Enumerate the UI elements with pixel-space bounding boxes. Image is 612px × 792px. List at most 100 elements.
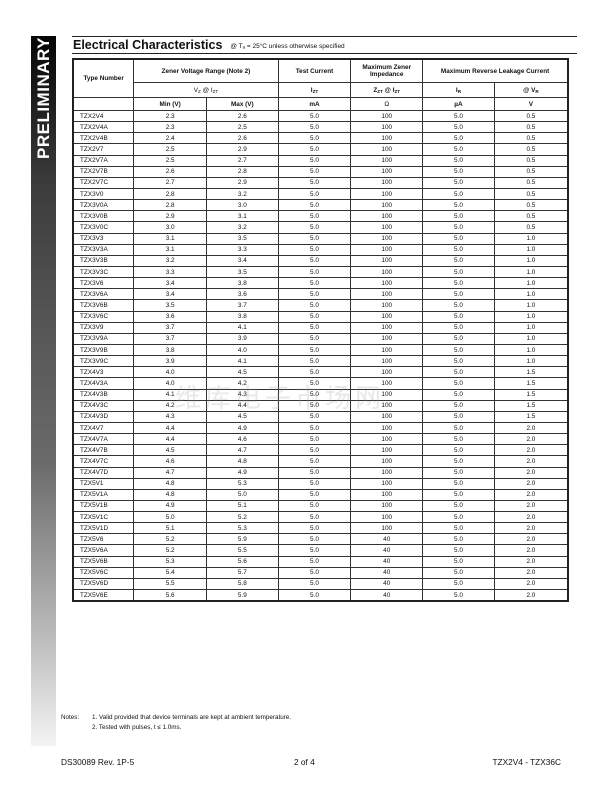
cell-leakage-current: 5.0 <box>422 444 495 457</box>
cell-reverse-voltage: 0.5 <box>493 165 569 178</box>
cell-test-current: 5.0 <box>277 577 352 591</box>
cell-vz-min: 3.7 <box>133 332 207 345</box>
cell-test-current: 5.0 <box>277 121 352 134</box>
cell-test-current: 5.0 <box>277 421 352 435</box>
cell-leakage-current: 5.0 <box>422 377 495 390</box>
cell-vz-min: 4.4 <box>133 433 207 446</box>
cell-vz-max: 2.9 <box>205 176 279 189</box>
cell-zener-impedance: 100 <box>350 499 424 513</box>
cell-vz-max: 3.8 <box>205 277 279 290</box>
cell-zener-impedance: 100 <box>350 321 424 334</box>
cell-vz-max: 5.7 <box>205 566 279 579</box>
cell-leakage-current: 5.0 <box>422 388 495 401</box>
cell-reverse-voltage: 2.0 <box>493 577 569 591</box>
cell-reverse-voltage: 2.0 <box>493 533 569 546</box>
header-zener-range: Zener Voltage Range (Note 2) <box>133 58 279 83</box>
cell-test-current: 5.0 <box>277 321 352 334</box>
cell-type-number: TZX2V7B <box>72 165 135 178</box>
table-row: TZX5V1A 4.8 5.0 5.0 100 5.0 2.0 <box>72 488 569 501</box>
cell-vz-min: 4.7 <box>133 466 207 479</box>
cell-reverse-voltage: 1.0 <box>493 232 569 245</box>
cell-test-current: 5.0 <box>277 143 352 156</box>
header-izt: IZT <box>277 82 352 98</box>
cell-vz-min: 3.5 <box>133 299 207 312</box>
cell-type-number: TZX2V4B <box>72 132 135 145</box>
header-max-impedance: Maximum Zener Impedance <box>350 58 424 83</box>
cell-zener-impedance: 40 <box>350 544 424 557</box>
table-row: TZX4V3 4.0 4.5 5.0 100 5.0 1.5 <box>72 366 569 379</box>
note-2: 2. Tested with pulses, t ≤ 1.0ms. <box>92 724 182 731</box>
cell-leakage-current: 5.0 <box>422 522 495 535</box>
cell-vz-min: 3.8 <box>133 343 207 357</box>
cell-test-current: 5.0 <box>277 388 352 401</box>
cell-vz-min: 3.2 <box>133 254 207 267</box>
cell-test-current: 5.0 <box>277 377 352 390</box>
cell-test-current: 5.0 <box>277 511 352 524</box>
cell-reverse-voltage: 2.0 <box>493 522 569 535</box>
table-row: TZX3V0B 2.9 3.1 5.0 100 5.0 0.5 <box>72 210 569 223</box>
cell-leakage-current: 5.0 <box>422 533 495 546</box>
cell-vz-min: 5.2 <box>133 544 207 557</box>
cell-type-number: TZX5V1D <box>72 522 135 535</box>
cell-zener-impedance: 100 <box>350 466 424 479</box>
cell-reverse-voltage: 1.0 <box>493 321 569 334</box>
cell-reverse-voltage: 0.5 <box>493 132 569 145</box>
cell-zener-impedance: 100 <box>350 355 424 368</box>
cell-zener-impedance: 100 <box>350 176 424 189</box>
cell-type-number: TZX5V1A <box>72 488 135 501</box>
cell-test-current: 5.0 <box>277 410 352 423</box>
cell-type-number: TZX5V6B <box>72 555 135 568</box>
table-row: TZX2V4 2.3 2.6 5.0 100 5.0 0.5 <box>72 109 569 123</box>
cell-vz-min: 5.3 <box>133 555 207 568</box>
table-row: TZX3V9B 3.8 4.0 5.0 100 5.0 1.0 <box>72 343 569 357</box>
table-row: TZX4V7B 4.5 4.7 5.0 100 5.0 2.0 <box>72 444 569 457</box>
cell-reverse-voltage: 2.0 <box>493 544 569 557</box>
header-type-number: Type Number <box>72 58 135 98</box>
cell-test-current: 5.0 <box>277 343 352 357</box>
cell-reverse-voltage: 0.5 <box>493 187 569 201</box>
cell-reverse-voltage: 0.5 <box>493 210 569 223</box>
cell-type-number: TZX5V1B <box>72 499 135 513</box>
title-rule <box>72 53 577 54</box>
table-row: TZX3V3A 3.1 3.3 5.0 100 5.0 1.0 <box>72 243 569 256</box>
cell-vz-min: 2.3 <box>133 121 207 134</box>
cell-test-current: 5.0 <box>277 221 352 234</box>
cell-type-number: TZX4V3D <box>72 410 135 423</box>
cell-reverse-voltage: 1.0 <box>493 265 569 279</box>
cell-leakage-current: 5.0 <box>422 410 495 423</box>
table-row: TZX5V1 4.8 5.3 5.0 100 5.0 2.0 <box>72 477 569 490</box>
table-row: TZX4V3D 4.3 4.5 5.0 100 5.0 1.5 <box>72 410 569 423</box>
cell-vz-max: 3.7 <box>205 299 279 312</box>
cell-zener-impedance: 100 <box>350 277 424 290</box>
cell-vz-max: 2.6 <box>205 109 279 123</box>
table-row: TZX4V7D 4.7 4.9 5.0 100 5.0 2.0 <box>72 466 569 479</box>
table-row: TZX5V6B 5.3 5.6 5.0 40 5.0 2.0 <box>72 555 569 568</box>
cell-reverse-voltage: 0.5 <box>493 154 569 167</box>
cell-vz-max: 3.2 <box>205 221 279 234</box>
footer-part-range: TZX2V4 - TZX36C <box>492 757 561 767</box>
cell-reverse-voltage: 1.5 <box>493 399 569 412</box>
cell-vz-max: 4.6 <box>205 433 279 446</box>
cell-vz-min: 4.0 <box>133 377 207 390</box>
table-row: TZX3V0A 2.8 3.0 5.0 100 5.0 0.5 <box>72 199 569 212</box>
cell-zener-impedance: 100 <box>350 165 424 178</box>
cell-test-current: 5.0 <box>277 254 352 267</box>
cell-leakage-current: 5.0 <box>422 210 495 223</box>
cell-vz-min: 3.9 <box>133 355 207 368</box>
cell-zener-impedance: 40 <box>350 589 424 602</box>
cell-zener-impedance: 100 <box>350 154 424 167</box>
cell-reverse-voltage: 2.0 <box>493 488 569 501</box>
cell-reverse-voltage: 2.0 <box>493 555 569 568</box>
cell-type-number: TZX4V7D <box>72 466 135 479</box>
cell-type-number: TZX4V3A <box>72 377 135 390</box>
cell-test-current: 5.0 <box>277 232 352 245</box>
cell-zener-impedance: 100 <box>350 132 424 145</box>
cell-leakage-current: 5.0 <box>422 455 495 468</box>
cell-test-current: 5.0 <box>277 176 352 189</box>
cell-vz-min: 4.1 <box>133 388 207 401</box>
cell-zener-impedance: 100 <box>350 210 424 223</box>
cell-vz-max: 5.6 <box>205 555 279 568</box>
table-row: TZX3V0 2.8 3.2 5.0 100 5.0 0.5 <box>72 187 569 201</box>
cell-test-current: 5.0 <box>277 589 352 602</box>
cell-reverse-voltage: 2.0 <box>493 421 569 435</box>
